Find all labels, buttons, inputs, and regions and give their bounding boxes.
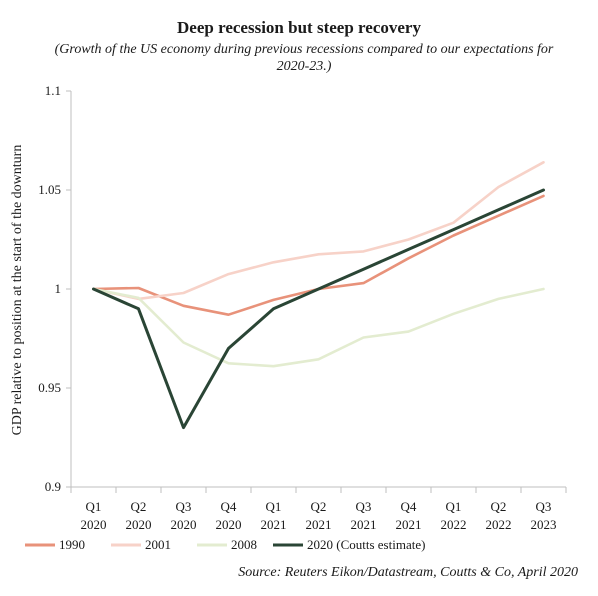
source-note: Source: Reuters Eikon/Datastream, Coutts… (238, 565, 578, 580)
x-tick-label-year: 2021 (261, 517, 287, 532)
y-tick-label: 0.9 (45, 479, 61, 494)
x-tick-label-year: 2021 (396, 517, 422, 532)
x-tick-label-quarter: Q3 (176, 499, 192, 514)
series-lines (92, 161, 545, 430)
x-tick-label-quarter: Q3 (536, 499, 552, 514)
y-axis-label: GDP relative to position at the start of… (10, 145, 25, 436)
y-tick-label: 1.05 (38, 182, 61, 197)
x-tick-label-year: 2023 (531, 517, 557, 532)
x-tick-label-quarter: Q4 (401, 499, 417, 514)
x-tick-label-quarter: Q2 (131, 499, 147, 514)
y-tick-label: 0.95 (38, 380, 61, 395)
y-tick-label: 1.1 (45, 83, 61, 98)
x-tick-label-quarter: Q2 (311, 499, 327, 514)
legend-label: 1990 (59, 537, 85, 552)
x-tick-label-year: 2020 (216, 517, 242, 532)
x-tick-label-quarter: Q1 (86, 499, 102, 514)
x-tick-label-quarter: Q3 (356, 499, 372, 514)
x-tick-label-quarter: Q4 (221, 499, 237, 514)
chart-subtitle: (Growth of the US economy during previou… (54, 42, 554, 74)
x-tick-label-year: 2020 (81, 517, 107, 532)
x-tick-label-quarter: Q1 (266, 499, 282, 514)
x-tick-label-year: 2021 (351, 517, 377, 532)
x-tick-label-year: 2022 (486, 517, 512, 532)
series-line-2020 (92, 188, 545, 430)
legend-label: 2020 (Coutts estimate) (307, 537, 425, 552)
x-tick-label-quarter: Q2 (491, 499, 507, 514)
x-ticks: Q1 2020 Q2 2020 Q3 2020 Q4 2020 Q1 2021 Q2 2021 Q3 20… (70, 487, 567, 532)
series-line-2001 (92, 161, 545, 301)
chart-title: Deep recession but steep recovery (177, 18, 421, 37)
x-tick-label-year: 2021 (306, 517, 332, 532)
x-tick-label-year: 2020 (171, 517, 197, 532)
x-tick-label-year: 2022 (441, 517, 467, 532)
x-tick-label-quarter: Q1 (446, 499, 462, 514)
x-tick-label-year: 2020 (126, 517, 152, 532)
legend-label: 2001 (145, 537, 171, 552)
y-tick-label: 1 (55, 281, 62, 296)
y-ticks: 0.9 0.95 1 1.05 1.1 (38, 83, 71, 494)
legend-label: 2008 (231, 537, 257, 552)
legend: 1990 2001 2008 2020 (Coutts estimate) (25, 537, 425, 552)
series-line-2008 (92, 287, 545, 368)
